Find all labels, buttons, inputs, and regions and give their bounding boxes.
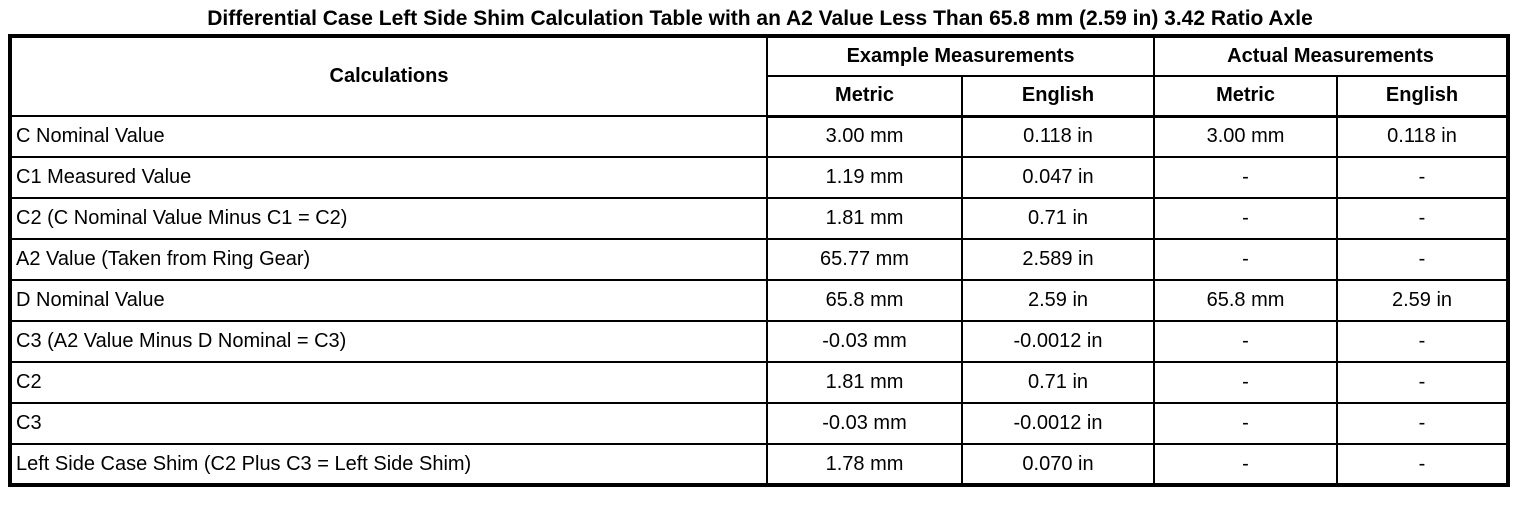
example-english-value: 0.71 in — [960, 197, 1156, 240]
row-label: C3 (A2 Value Minus D Nominal = C3) — [9, 320, 768, 363]
example-english-value: 0.070 in — [960, 443, 1156, 486]
column-header-actual-metric: Metric — [1153, 75, 1339, 118]
page-title: Differential Case Left Side Shim Calcula… — [207, 7, 1313, 30]
actual-metric-value: - — [1153, 402, 1339, 445]
table-row: C2 1.81 mm 0.71 in - - — [9, 361, 1510, 404]
table-row: C Nominal Value 3.00 mm 0.118 in 3.00 mm 0.1… — [9, 115, 1510, 158]
column-header-calculations: Calculations — [9, 35, 768, 117]
actual-english-value: - — [1336, 443, 1510, 486]
table-row: A2 Value (Taken from Ring Gear) 65.77 mm 2… — [9, 238, 1510, 281]
row-label: C2 (C Nominal Value Minus C1 = C2) — [9, 197, 768, 240]
actual-metric-value: 65.8 mm — [1153, 279, 1339, 322]
example-metric-value: 3.00 mm — [766, 115, 963, 158]
header-row-units: Metric English Metric English — [10, 75, 1510, 118]
table-row: C3 -0.03 mm -0.0012 in - - — [9, 402, 1510, 445]
actual-english-value: 0.118 in — [1336, 115, 1510, 158]
example-english-value: 2.59 in — [960, 279, 1156, 322]
example-metric-value: -0.03 mm — [766, 402, 963, 445]
shim-calculation-table: Calculations Example Measurements Actual… — [8, 34, 1511, 487]
actual-metric-value: - — [1153, 361, 1339, 404]
example-english-value: 0.118 in — [960, 115, 1156, 158]
table-header: Calculations Example Measurements Actual… — [9, 35, 1510, 118]
example-english-value: -0.0012 in — [960, 402, 1156, 445]
example-metric-value: 1.19 mm — [766, 156, 963, 199]
row-label: C Nominal Value — [9, 115, 768, 158]
table-row: D Nominal Value 65.8 mm 2.59 in 65.8 mm 2.59… — [9, 279, 1510, 322]
actual-english-value: - — [1336, 156, 1510, 199]
actual-metric-value: - — [1153, 238, 1339, 281]
column-group-example-measurements: Example Measurements — [765, 35, 1156, 77]
example-english-value: 2.589 in — [960, 238, 1156, 281]
example-english-value: 0.047 in — [960, 156, 1156, 199]
example-metric-value: 1.81 mm — [766, 361, 963, 404]
table-body: C Nominal Value 3.00 mm 0.118 in 3.00 mm 0.1… — [9, 115, 1510, 486]
actual-english-value: - — [1336, 402, 1510, 445]
example-metric-value: 65.8 mm — [766, 279, 963, 322]
actual-english-value: - — [1336, 361, 1510, 404]
row-label: C2 — [9, 361, 768, 404]
table-row: C2 (C Nominal Value Minus C1 = C2) 1.81 m… — [9, 197, 1510, 240]
row-label: C3 — [9, 402, 768, 445]
actual-english-value: - — [1336, 238, 1510, 281]
row-label: Left Side Case Shim (C2 Plus C3 = Left S… — [9, 443, 768, 486]
actual-metric-value: - — [1153, 197, 1339, 240]
actual-metric-value: - — [1153, 443, 1339, 486]
actual-metric-value: - — [1153, 156, 1339, 199]
actual-metric-value: - — [1153, 320, 1339, 363]
example-metric-value: 1.78 mm — [766, 443, 963, 486]
example-metric-value: -0.03 mm — [766, 320, 963, 363]
example-metric-value: 1.81 mm — [766, 197, 963, 240]
table-row: C1 Measured Value 1.19 mm 0.047 in - - — [9, 156, 1510, 199]
row-label: C1 Measured Value — [9, 156, 768, 199]
actual-english-value: 2.59 in — [1336, 279, 1510, 322]
actual-metric-value: 3.00 mm — [1153, 115, 1339, 158]
row-label: D Nominal Value — [9, 279, 768, 322]
example-english-value: 0.71 in — [960, 361, 1156, 404]
column-header-actual-english: English — [1336, 75, 1510, 118]
column-header-example-english: English — [960, 75, 1156, 118]
table-row: C3 (A2 Value Minus D Nominal = C3) -0.03 … — [9, 320, 1510, 363]
column-group-actual-measurements: Actual Measurements — [1153, 35, 1510, 77]
header-row-groups: Calculations Example Measurements Actual… — [9, 35, 1510, 117]
example-metric-value: 65.77 mm — [766, 238, 963, 281]
row-label: A2 Value (Taken from Ring Gear) — [9, 238, 768, 281]
column-header-example-metric: Metric — [766, 75, 963, 118]
example-english-value: -0.0012 in — [960, 320, 1156, 363]
actual-english-value: - — [1336, 320, 1510, 363]
actual-english-value: - — [1336, 197, 1510, 240]
table-row: Left Side Case Shim (C2 Plus C3 = Left S… — [9, 443, 1510, 486]
